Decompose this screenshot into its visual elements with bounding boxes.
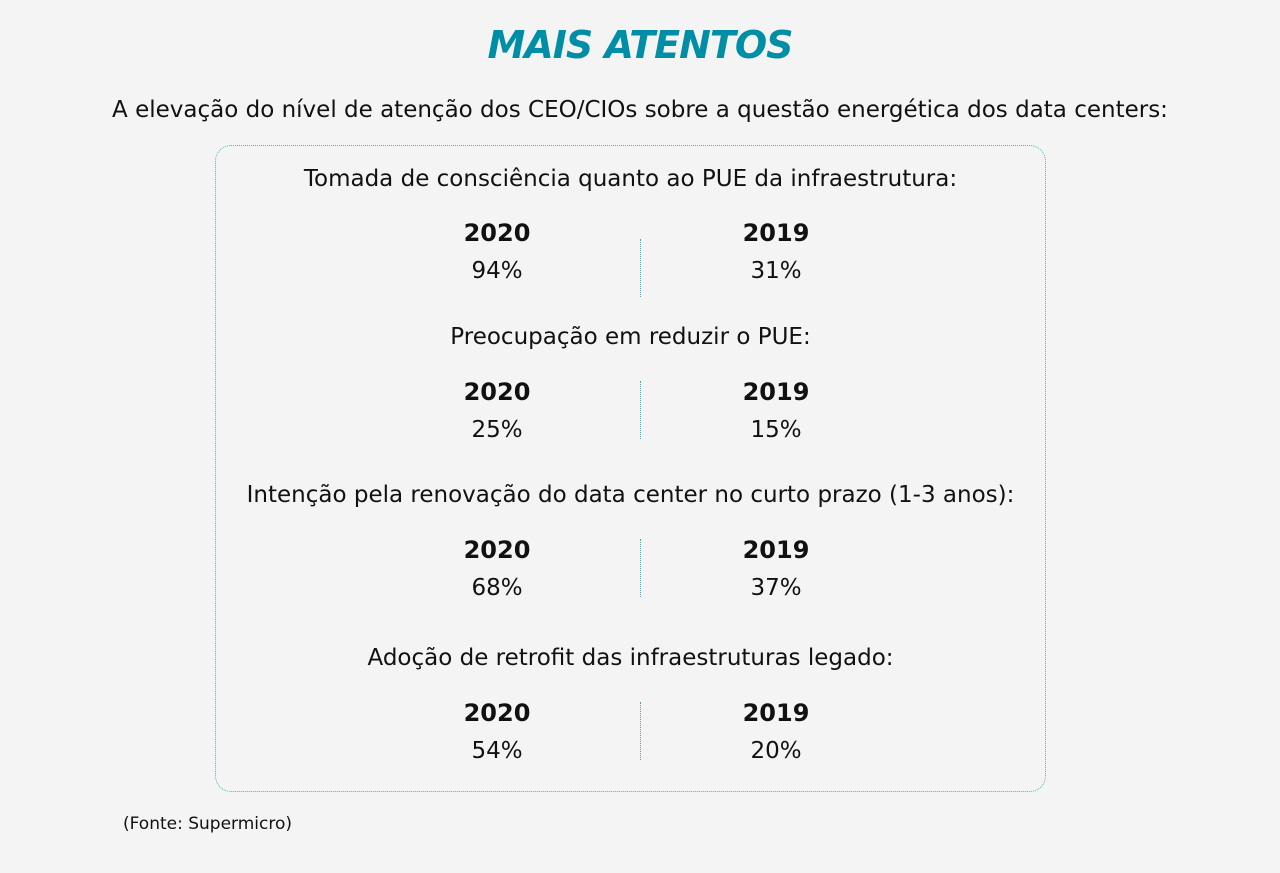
year-label: 2019 xyxy=(742,219,810,247)
stats-panel: Tomada de consciência quanto ao PUE da i… xyxy=(215,145,1046,792)
year-label: 2019 xyxy=(742,699,810,727)
year-label: 2019 xyxy=(742,536,810,564)
page-subtitle: A elevação do nível de atenção dos CEO/C… xyxy=(112,97,1168,123)
year-label: 2020 xyxy=(463,699,531,727)
percent-value: 37% xyxy=(750,575,802,601)
source-note: (Fonte: Supermicro) xyxy=(123,814,293,834)
section-question: Adoção de retrofit das infraestruturas l… xyxy=(367,645,894,671)
column-divider xyxy=(640,239,641,297)
year-label: 2019 xyxy=(742,378,810,406)
percent-value: 54% xyxy=(471,738,523,764)
percent-value: 31% xyxy=(750,258,802,284)
page-title: MAIS ATENTOS xyxy=(487,23,793,67)
percent-value: 20% xyxy=(750,738,802,764)
section-question: Tomada de consciência quanto ao PUE da i… xyxy=(303,166,958,192)
column-divider xyxy=(640,702,641,760)
year-label: 2020 xyxy=(463,378,531,406)
section-question: Preocupação em reduzir o PUE: xyxy=(450,324,811,350)
percent-value: 15% xyxy=(750,417,802,443)
percent-value: 94% xyxy=(471,258,523,284)
section-question: Intenção pela renovação do data center n… xyxy=(246,482,1015,508)
percent-value: 25% xyxy=(471,417,523,443)
year-label: 2020 xyxy=(463,536,531,564)
percent-value: 68% xyxy=(471,575,523,601)
column-divider xyxy=(640,381,641,439)
year-label: 2020 xyxy=(463,219,531,247)
column-divider xyxy=(640,539,641,597)
